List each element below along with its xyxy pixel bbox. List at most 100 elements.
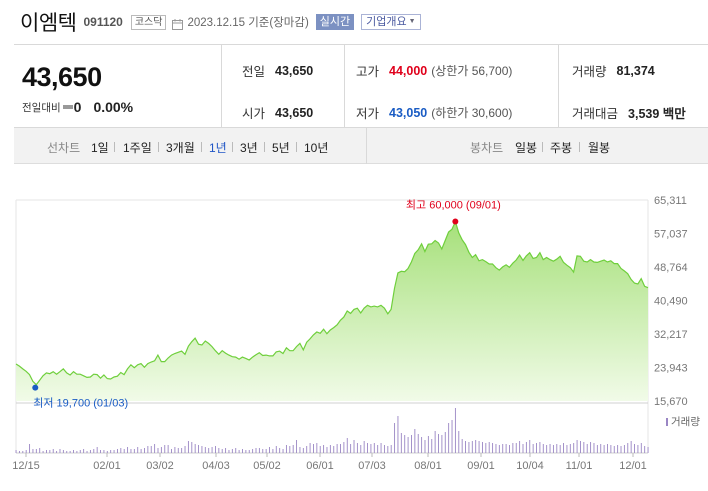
volume-bar bbox=[390, 445, 392, 453]
price-area-fill bbox=[16, 221, 648, 401]
volume-bar bbox=[617, 445, 619, 453]
volume-bar bbox=[424, 440, 426, 453]
volume-bar bbox=[644, 446, 646, 453]
volume: 거래량 81,374 bbox=[572, 63, 655, 80]
tab-daily[interactable]: 일봉 bbox=[515, 141, 538, 155]
tab-monthly[interactable]: 월봉 bbox=[588, 141, 611, 155]
volume-bar bbox=[282, 449, 284, 453]
volume-bar bbox=[431, 439, 433, 453]
volume-bar bbox=[414, 429, 416, 453]
quote-grid: 전일 43,650 고가 44,000 (상한가 56,700) 거래량 81,… bbox=[222, 45, 708, 127]
x-tick-label: 07/03 bbox=[358, 460, 386, 472]
volume-bar bbox=[66, 451, 68, 453]
volume-bar bbox=[123, 449, 125, 453]
volume-bar bbox=[15, 450, 17, 453]
volume-bar bbox=[296, 440, 298, 453]
volume-bar bbox=[350, 444, 352, 453]
volume-bar bbox=[563, 443, 565, 453]
volume-bar bbox=[509, 445, 510, 453]
x-tick-label: 04/03 bbox=[202, 460, 230, 472]
y-tick-label: 48,764 bbox=[654, 262, 688, 274]
volume-bar bbox=[285, 445, 287, 453]
volume-bar bbox=[42, 451, 44, 453]
volume-bar bbox=[113, 450, 115, 453]
volume-bar bbox=[343, 442, 345, 453]
volume-bar bbox=[69, 451, 71, 453]
volume-bar bbox=[269, 447, 270, 453]
volume-bar bbox=[451, 420, 453, 453]
volume-bar bbox=[225, 448, 227, 453]
volume-bar bbox=[549, 444, 551, 453]
volume-bar bbox=[215, 446, 216, 453]
volume-bar bbox=[607, 444, 608, 453]
volume-bar bbox=[272, 449, 274, 453]
x-tick-label: 05/02 bbox=[253, 460, 281, 472]
tab-3m[interactable]: 3개월 bbox=[166, 141, 195, 155]
tab-5y[interactable]: 5년 bbox=[272, 141, 290, 155]
tab-1w[interactable]: 1주일 bbox=[123, 141, 152, 155]
volume-bar bbox=[265, 449, 267, 453]
realtime-button[interactable]: 실시간 bbox=[315, 14, 355, 30]
volume-bar bbox=[147, 446, 149, 453]
tab-1d[interactable]: 1일 bbox=[91, 141, 109, 155]
volume-bar bbox=[546, 445, 548, 453]
volume-bar bbox=[634, 444, 635, 453]
volume-bar bbox=[326, 447, 328, 453]
volume-bar bbox=[623, 445, 625, 453]
x-tick-label: 06/01 bbox=[306, 460, 334, 472]
volume-bar bbox=[120, 448, 122, 453]
volume-bar bbox=[512, 443, 514, 453]
volume-bar bbox=[576, 440, 578, 453]
volume-bar bbox=[640, 443, 642, 453]
volume-bar bbox=[191, 442, 193, 453]
volume-bar bbox=[150, 446, 152, 453]
volume-bar bbox=[583, 442, 585, 453]
price-chart[interactable]: 65,311 57,037 48,764 40,490 32,217 23,943 15,6… bbox=[0, 168, 708, 491]
volume-bar bbox=[438, 434, 439, 453]
volume-bar bbox=[610, 445, 612, 453]
min-label: 최저 19,700 (01/03) bbox=[33, 397, 128, 410]
volume-bar bbox=[552, 445, 554, 453]
volume-bar bbox=[529, 440, 531, 453]
volume-bar bbox=[569, 444, 571, 453]
volume-bar bbox=[630, 441, 632, 453]
price-chart-svg: 65,311 57,037 48,764 40,490 32,217 23,943 15,6… bbox=[12, 195, 700, 472]
volume-bar bbox=[637, 445, 639, 453]
volume-bar bbox=[130, 449, 132, 453]
volume-bar bbox=[110, 450, 112, 453]
volume-bar bbox=[167, 445, 169, 453]
tab-10y[interactable]: 10년 bbox=[304, 141, 329, 155]
volume-bar bbox=[46, 450, 47, 453]
x-tick-label: 03/02 bbox=[146, 460, 174, 472]
volume-bar bbox=[448, 423, 450, 453]
volume-bar bbox=[76, 451, 78, 453]
volume-bar bbox=[485, 443, 487, 453]
price-line bbox=[15, 219, 649, 386]
volume-bar bbox=[481, 442, 483, 453]
volume-bar bbox=[444, 432, 446, 453]
tab-1y[interactable]: 1년 bbox=[209, 141, 227, 155]
line-chart-label: 선차트 bbox=[47, 141, 81, 155]
volume-bar bbox=[279, 448, 281, 453]
volume-bar bbox=[248, 450, 250, 453]
x-tick-label: 10/04 bbox=[516, 460, 544, 472]
candle-chart-label: 봉차트 bbox=[470, 141, 504, 155]
volume-bar bbox=[356, 443, 358, 453]
volume-bar bbox=[79, 450, 81, 453]
company-info-dropdown[interactable]: 기업개요 ▼ bbox=[361, 14, 421, 30]
volume-bar bbox=[25, 450, 27, 453]
volume-bar bbox=[154, 444, 156, 453]
volume-bar bbox=[454, 408, 456, 453]
volume-bar bbox=[492, 443, 494, 453]
volume-bar bbox=[377, 445, 379, 453]
volume-bar bbox=[221, 449, 223, 453]
x-tick-label: 02/01 bbox=[93, 460, 121, 472]
tab-weekly[interactable]: 주봉 bbox=[550, 141, 573, 155]
tab-3y[interactable]: 3년 bbox=[240, 141, 258, 155]
volume-bar bbox=[262, 449, 264, 453]
volume-bar bbox=[144, 448, 145, 453]
volume-bar bbox=[387, 446, 389, 453]
day-low: 저가 43,050 (하한가 30,600) bbox=[356, 105, 513, 122]
volume-bar bbox=[208, 448, 210, 453]
volume-bar bbox=[522, 444, 524, 453]
